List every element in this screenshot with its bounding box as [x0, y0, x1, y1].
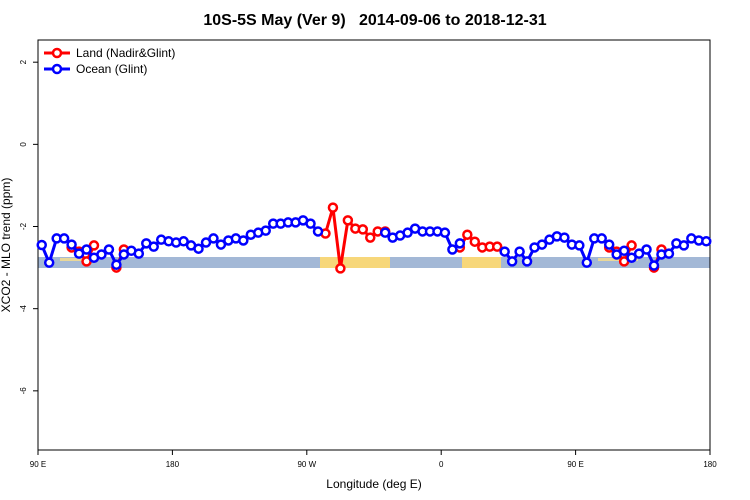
x-tick-label: 90 E [567, 460, 583, 469]
x-tick-label: 90 E [30, 460, 46, 469]
data-point [521, 256, 533, 267]
y-tick-label: 0 [19, 142, 28, 147]
data-point [335, 263, 346, 274]
land-band [320, 257, 390, 268]
data-point [148, 241, 159, 252]
data-point [462, 229, 473, 240]
data-point [305, 218, 316, 229]
data-point [36, 239, 47, 251]
data-point [454, 238, 466, 249]
data-point [81, 244, 92, 255]
data-point [641, 244, 652, 255]
data-point [574, 240, 585, 251]
data-point [58, 233, 70, 244]
data-point [312, 226, 324, 237]
legend-label: Ocean (Glint) [76, 62, 147, 76]
y-tick-label: -2 [19, 222, 28, 230]
data-point [491, 241, 503, 252]
data-point [469, 236, 481, 247]
data-point [536, 239, 548, 250]
data-point [402, 227, 413, 238]
data-point [238, 235, 249, 246]
land-band [60, 258, 88, 261]
data-point [506, 256, 518, 267]
data-point [559, 232, 570, 243]
data-point [379, 227, 391, 238]
x-tick-label: 180 [166, 460, 180, 469]
data-point [200, 237, 212, 248]
legend-label: Land (Nadir&Glint) [76, 46, 175, 60]
x-tick-label: 180 [703, 460, 717, 469]
data-point [327, 202, 339, 213]
data-point [439, 227, 451, 238]
data-point [701, 236, 712, 247]
y-tick-label: 2 [19, 59, 28, 64]
y-tick-label: -6 [19, 387, 28, 395]
data-point [208, 233, 219, 244]
data-point [342, 215, 354, 226]
data-point [43, 257, 55, 268]
data-point [618, 245, 630, 257]
data-point [447, 244, 458, 255]
data-point [365, 232, 376, 243]
land-band [462, 257, 501, 268]
data-point [66, 239, 77, 250]
data-point [73, 248, 85, 259]
data-point [596, 233, 607, 244]
data-point [103, 244, 115, 255]
data-point [133, 248, 145, 259]
legend-marker [51, 63, 63, 75]
data-point [178, 236, 189, 247]
data-point [603, 239, 615, 250]
data-point [663, 248, 675, 259]
x-axis-label: Longitude (deg E) [326, 477, 421, 491]
data-point [193, 243, 204, 254]
x-tick-label: 0 [439, 460, 444, 469]
data-point [215, 239, 227, 250]
data-point [581, 257, 593, 268]
data-point [499, 246, 510, 257]
data-point [357, 224, 369, 235]
data-point [260, 225, 271, 236]
data-point [633, 248, 645, 259]
data-point [111, 259, 122, 270]
y-tick-label: -4 [19, 305, 28, 313]
y-axis-label: XCO2 - MLO trend (ppm) [0, 178, 13, 313]
legend-marker [51, 47, 63, 59]
data-point [96, 249, 107, 260]
data-point [678, 240, 690, 251]
data-point [648, 260, 660, 271]
x-tick-label: 90 W [297, 460, 316, 469]
data-point [626, 240, 637, 251]
data-point [88, 240, 100, 251]
data-point [626, 252, 637, 263]
data-point [514, 246, 525, 257]
chart-title: 10S-5S May (Ver 9) 2014-09-06 to 2018-12… [203, 12, 546, 29]
